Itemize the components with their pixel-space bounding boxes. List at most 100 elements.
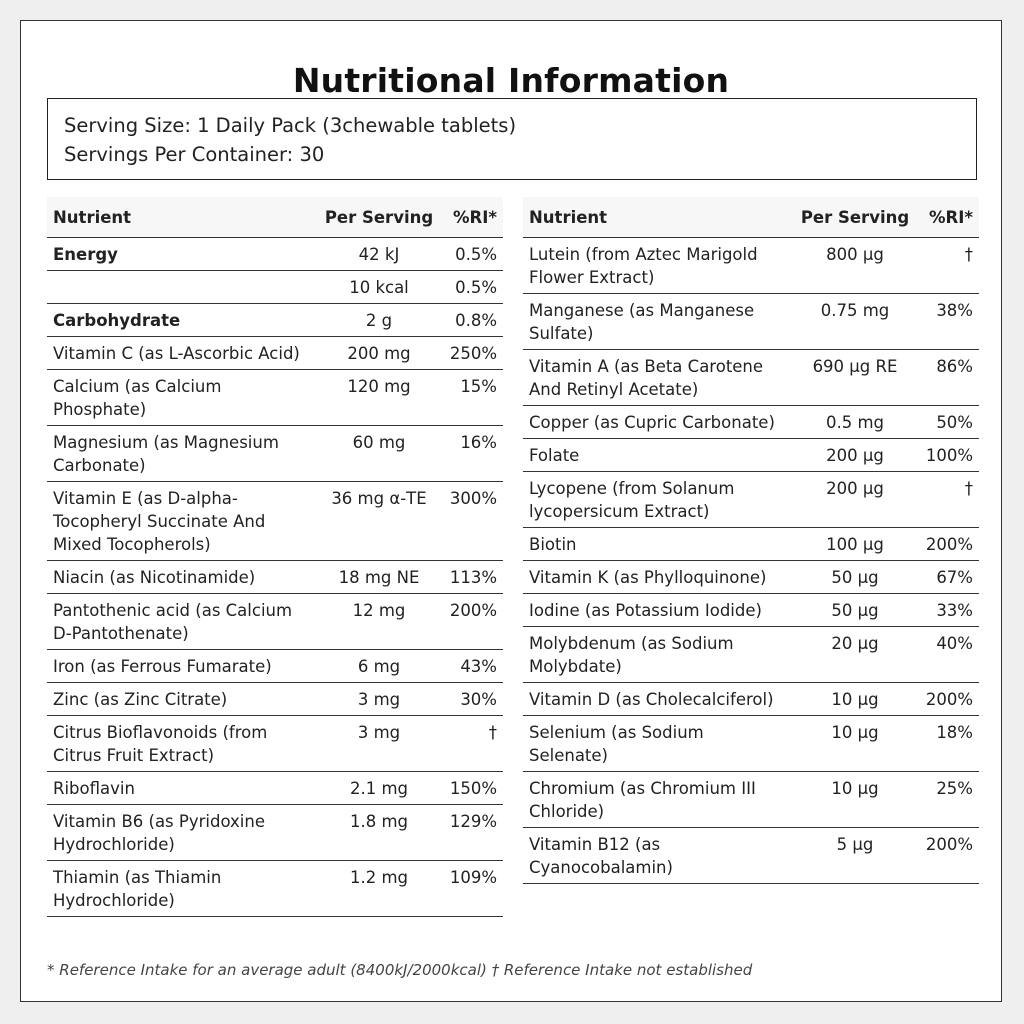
nutrient-name: Manganese (as Manganese Sulfate)	[523, 293, 793, 350]
per-serving-value: 42 kJ	[317, 237, 441, 271]
ri-value: 200%	[917, 827, 979, 884]
ri-value: 15%	[441, 369, 503, 426]
ri-value: †	[917, 471, 979, 528]
per-serving-value: 5 µg	[793, 827, 917, 884]
nutrient-name: Citrus Bioflavonoids (from Citrus Fruit …	[47, 715, 317, 772]
per-serving-value: 0.5 mg	[793, 405, 917, 439]
per-serving-value: 690 µg RE	[793, 349, 917, 406]
nutrient-table-right: Nutrient Per Serving %RI* Lutein (from A…	[523, 197, 979, 884]
table-row: Iodine (as Potassium Iodide) 50 µg 33%	[523, 593, 979, 627]
table-row: Vitamin B12 (as Cyanocobalamin) 5 µg 200%	[523, 827, 979, 884]
nutrient-name: Vitamin K (as Phylloquinone)	[523, 560, 793, 594]
nutrient-name: Vitamin D (as Cholecalciferol)	[523, 682, 793, 716]
table-row: Biotin 100 µg 200%	[523, 527, 979, 561]
nutrient-name: Thiamin (as Thiamin Hydrochloride)	[47, 860, 317, 917]
per-serving-value: 200 µg	[793, 438, 917, 472]
nutrient-name: Vitamin B12 (as Cyanocobalamin)	[523, 827, 793, 884]
serving-size: Serving Size: 1 Daily Pack (3chewable ta…	[64, 114, 517, 137]
table-row: Citrus Bioflavonoids (from Citrus Fruit …	[47, 715, 503, 772]
ri-value: 250%	[441, 336, 503, 370]
per-serving-value: 120 mg	[317, 369, 441, 426]
table-row: Manganese (as Manganese Sulfate) 0.75 mg 3…	[523, 293, 979, 350]
nutrient-name: Carbohydrate	[47, 303, 317, 337]
ri-value: 40%	[917, 626, 979, 683]
nutrient-name: Pantothenic acid (as Calcium D-Pantothen…	[47, 593, 317, 650]
table-row: Vitamin E (as D-alpha-Tocopheryl Succina…	[47, 481, 503, 561]
table-row: Vitamin K (as Phylloquinone) 50 µg 67%	[523, 560, 979, 594]
nutrient-name: Molybdenum (as Sodium Molybdate)	[523, 626, 793, 683]
table-row: Vitamin C (as L-Ascorbic Acid) 200 mg 250%	[47, 336, 503, 370]
ri-value: 86%	[917, 349, 979, 406]
servings-per-container: Servings Per Container: 30	[64, 143, 325, 166]
ri-value: 113%	[441, 560, 503, 594]
header-ri: %RI*	[441, 197, 503, 238]
table-row: Molybdenum (as Sodium Molybdate) 20 µg 40%	[523, 626, 979, 683]
nutrient-name: Lycopene (from Solanum lycopersicum Extr…	[523, 471, 793, 528]
per-serving-value: 6 mg	[317, 649, 441, 683]
ri-value: 38%	[917, 293, 979, 350]
nutrient-name: Magnesium (as Magnesium Carbonate)	[47, 425, 317, 482]
table-row: Iron (as Ferrous Fumarate) 6 mg 43%	[47, 649, 503, 683]
nutrient-name: Biotin	[523, 527, 793, 561]
nutrient-name: Energy	[47, 237, 317, 271]
per-serving-value: 50 µg	[793, 560, 917, 594]
ri-value: 50%	[917, 405, 979, 439]
per-serving-value: 1.8 mg	[317, 804, 441, 861]
ri-value: 0.5%	[441, 237, 503, 271]
table-row: Zinc (as Zinc Citrate) 3 mg 30%	[47, 682, 503, 716]
per-serving-value: 200 µg	[793, 471, 917, 528]
per-serving-value: 2.1 mg	[317, 771, 441, 805]
ri-value: 300%	[441, 481, 503, 561]
per-serving-value: 36 mg α-TE	[317, 481, 441, 561]
ri-value: 150%	[441, 771, 503, 805]
nutrient-name: Vitamin C (as L-Ascorbic Acid)	[47, 336, 317, 370]
table-row: Copper (as Cupric Carbonate) 0.5 mg 50%	[523, 405, 979, 439]
header-ri: %RI*	[917, 197, 979, 238]
per-serving-value: 20 µg	[793, 626, 917, 683]
ri-value: 200%	[441, 593, 503, 650]
nutrient-name: Vitamin A (as Beta Carotene And Retinyl …	[523, 349, 793, 406]
table-row: Energy 42 kJ 0.5%	[47, 237, 503, 271]
per-serving-value: 18 mg NE	[317, 560, 441, 594]
table-row: Carbohydrate 2 g 0.8%	[47, 303, 503, 337]
table-row: Lutein (from Aztec Marigold Flower Extra…	[523, 237, 979, 294]
per-serving-value: 3 mg	[317, 682, 441, 716]
nutrient-name: Riboflavin	[47, 771, 317, 805]
per-serving-value: 10 µg	[793, 715, 917, 772]
header-nutrient: Nutrient	[47, 197, 317, 238]
per-serving-value: 10 µg	[793, 682, 917, 716]
nutrient-name: Chromium (as Chromium III Chloride)	[523, 771, 793, 828]
table-row: Lycopene (from Solanum lycopersicum Extr…	[523, 471, 979, 528]
table-row: Riboflavin 2.1 mg 150%	[47, 771, 503, 805]
per-serving-value: 10 kcal	[317, 270, 441, 304]
per-serving-value: 200 mg	[317, 336, 441, 370]
nutrient-name: Calcium (as Calcium Phosphate)	[47, 369, 317, 426]
header-per-serving: Per Serving	[793, 197, 917, 238]
per-serving-value: 12 mg	[317, 593, 441, 650]
table-row: Niacin (as Nicotinamide) 18 mg NE 113%	[47, 560, 503, 594]
ri-value: 109%	[441, 860, 503, 917]
ri-value: 200%	[917, 682, 979, 716]
per-serving-value: 800 µg	[793, 237, 917, 294]
header-nutrient: Nutrient	[523, 197, 793, 238]
ri-value: 129%	[441, 804, 503, 861]
ri-value: 43%	[441, 649, 503, 683]
table-row: Pantothenic acid (as Calcium D-Pantothen…	[47, 593, 503, 650]
ri-value: 16%	[441, 425, 503, 482]
per-serving-value: 10 µg	[793, 771, 917, 828]
table-header-row: Nutrient Per Serving %RI*	[47, 197, 503, 238]
table-row: Folate 200 µg 100%	[523, 438, 979, 472]
per-serving-value: 0.75 mg	[793, 293, 917, 350]
nutrient-name: Lutein (from Aztec Marigold Flower Extra…	[523, 237, 793, 294]
table-row: Vitamin B6 (as Pyridoxine Hydrochloride)…	[47, 804, 503, 861]
table-row: Chromium (as Chromium III Chloride) 10 µg…	[523, 771, 979, 828]
ri-value: 0.5%	[441, 270, 503, 304]
per-serving-value: 1.2 mg	[317, 860, 441, 917]
nutrient-name: Selenium (as Sodium Selenate)	[523, 715, 793, 772]
nutrition-panel: Nutritional Information Serving Size: 1 …	[20, 20, 1002, 1002]
ri-value: 100%	[917, 438, 979, 472]
per-serving-value: 100 µg	[793, 527, 917, 561]
table-row: Selenium (as Sodium Selenate) 10 µg 18%	[523, 715, 979, 772]
ri-value: 0.8%	[441, 303, 503, 337]
nutrient-name	[47, 270, 317, 304]
